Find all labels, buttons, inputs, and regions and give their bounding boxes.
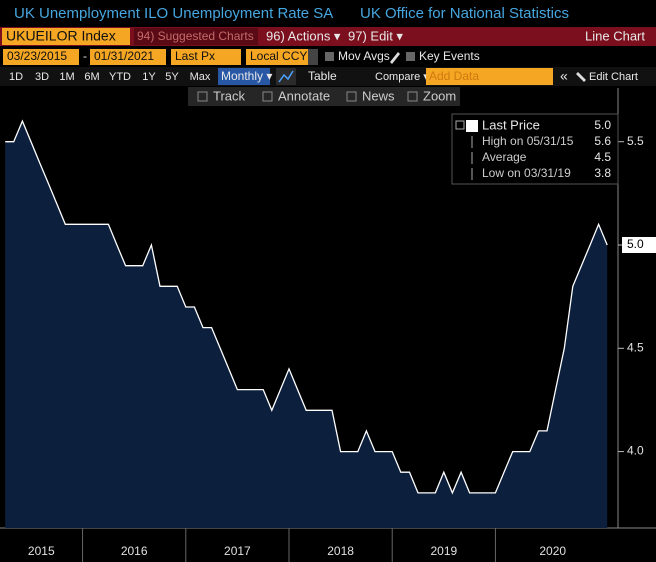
end-box[interactable] — [90, 49, 166, 65]
tool-button[interactable]: Zoom — [423, 88, 456, 103]
legend-label: Last Price — [482, 117, 540, 132]
period-button[interactable]: 3D — [35, 71, 49, 83]
period-button[interactable]: YTD — [109, 71, 131, 83]
header-source: UK Office for National Statistics — [360, 5, 569, 22]
add-data[interactable]: Add Data — [429, 69, 479, 83]
last-value-label: 5.0 — [627, 237, 644, 251]
tool-icon[interactable] — [346, 91, 357, 102]
legend-value: 4.5 — [594, 150, 611, 164]
field[interactable]: Last Px — [175, 49, 215, 63]
currency[interactable]: Local CCY — [250, 49, 307, 63]
actions-menu[interactable]: 96) Actions ▾ — [266, 28, 341, 43]
tool-icon[interactable] — [407, 91, 418, 102]
tool-icon[interactable] — [262, 91, 273, 102]
legend-swatch — [466, 120, 478, 132]
chart-icon[interactable] — [278, 70, 294, 83]
tool-bar — [188, 87, 460, 106]
compare-menu[interactable]: Compare ▾ — [375, 71, 429, 83]
edit-chart[interactable]: Edit Chart — [589, 71, 638, 83]
chart-type: Line Chart — [585, 28, 645, 43]
date-dash: - — [83, 49, 87, 63]
last-value-tag — [622, 236, 656, 253]
x-tick-label: 2017 — [224, 544, 251, 558]
legend-value: 5.0 — [594, 118, 611, 132]
ticker[interactable]: UKUEILOR Index — [6, 28, 116, 44]
frequency-box[interactable] — [218, 68, 270, 85]
x-tick-label: 2018 — [327, 544, 354, 558]
legend-value: 5.6 — [594, 134, 611, 148]
start-box[interactable] — [3, 49, 79, 65]
tool-button[interactable]: Annotate — [278, 88, 330, 103]
x-tick-label: 2016 — [121, 544, 148, 558]
tool-button[interactable]: Track — [213, 88, 246, 103]
legend-label: Low on 03/31/19 — [482, 166, 571, 180]
frequency[interactable]: Monthly ▾ — [221, 69, 272, 83]
period-button[interactable]: 1Y — [142, 71, 156, 83]
field-box[interactable] — [171, 49, 241, 65]
legend-box — [451, 113, 619, 185]
line — [5, 119, 608, 495]
period-button[interactable]: 6M — [84, 71, 99, 83]
table-button[interactable]: Table — [308, 69, 337, 83]
collapse-icon[interactable]: « — [560, 68, 568, 84]
x-tick-label: 2020 — [539, 544, 566, 558]
tool-icon[interactable] — [197, 91, 208, 102]
area — [5, 121, 608, 528]
currency-dropdown[interactable] — [308, 49, 318, 65]
pencil-icon[interactable] — [390, 52, 400, 64]
edit-icon[interactable] — [576, 72, 586, 82]
start-date[interactable]: 03/23/2015 — [7, 49, 67, 63]
y-tick-label: 4.5 — [627, 340, 644, 354]
tool-button[interactable]: News — [362, 88, 395, 103]
period-button[interactable]: 1M — [59, 71, 74, 83]
period-button[interactable]: 5Y — [165, 71, 179, 83]
period-button[interactable]: Max — [190, 71, 211, 83]
x-tick-label: 2015 — [28, 544, 55, 558]
y-tick-label: 4.0 — [627, 444, 644, 458]
legend-label: High on 05/31/15 — [482, 134, 574, 148]
x-tick-label: 2019 — [430, 544, 457, 558]
edit-menu[interactable]: 97) Edit ▾ — [348, 28, 403, 43]
legend-value: 3.8 — [594, 166, 611, 180]
key-events[interactable]: Key Events — [419, 49, 480, 63]
period-button[interactable]: 1D — [9, 71, 23, 83]
ticker-box[interactable] — [2, 28, 130, 45]
key-events-checkbox[interactable] — [406, 52, 415, 61]
y-tick-label: 5.5 — [627, 134, 644, 148]
suggested-box[interactable] — [134, 28, 258, 45]
currency-box[interactable] — [246, 49, 318, 65]
end-date[interactable]: 01/31/2021 — [94, 49, 154, 63]
header-title: UK Unemployment ILO Unemployment Rate SA — [14, 5, 333, 22]
add-data-box[interactable] — [426, 68, 553, 85]
mov-avgs-checkbox[interactable] — [325, 52, 334, 61]
legend-label: Average — [482, 150, 527, 164]
suggested-charts[interactable]: 94) Suggested Charts — [137, 29, 254, 43]
mov-avgs[interactable]: Mov Avgs — [338, 49, 390, 63]
legend-toggle[interactable] — [455, 120, 465, 130]
